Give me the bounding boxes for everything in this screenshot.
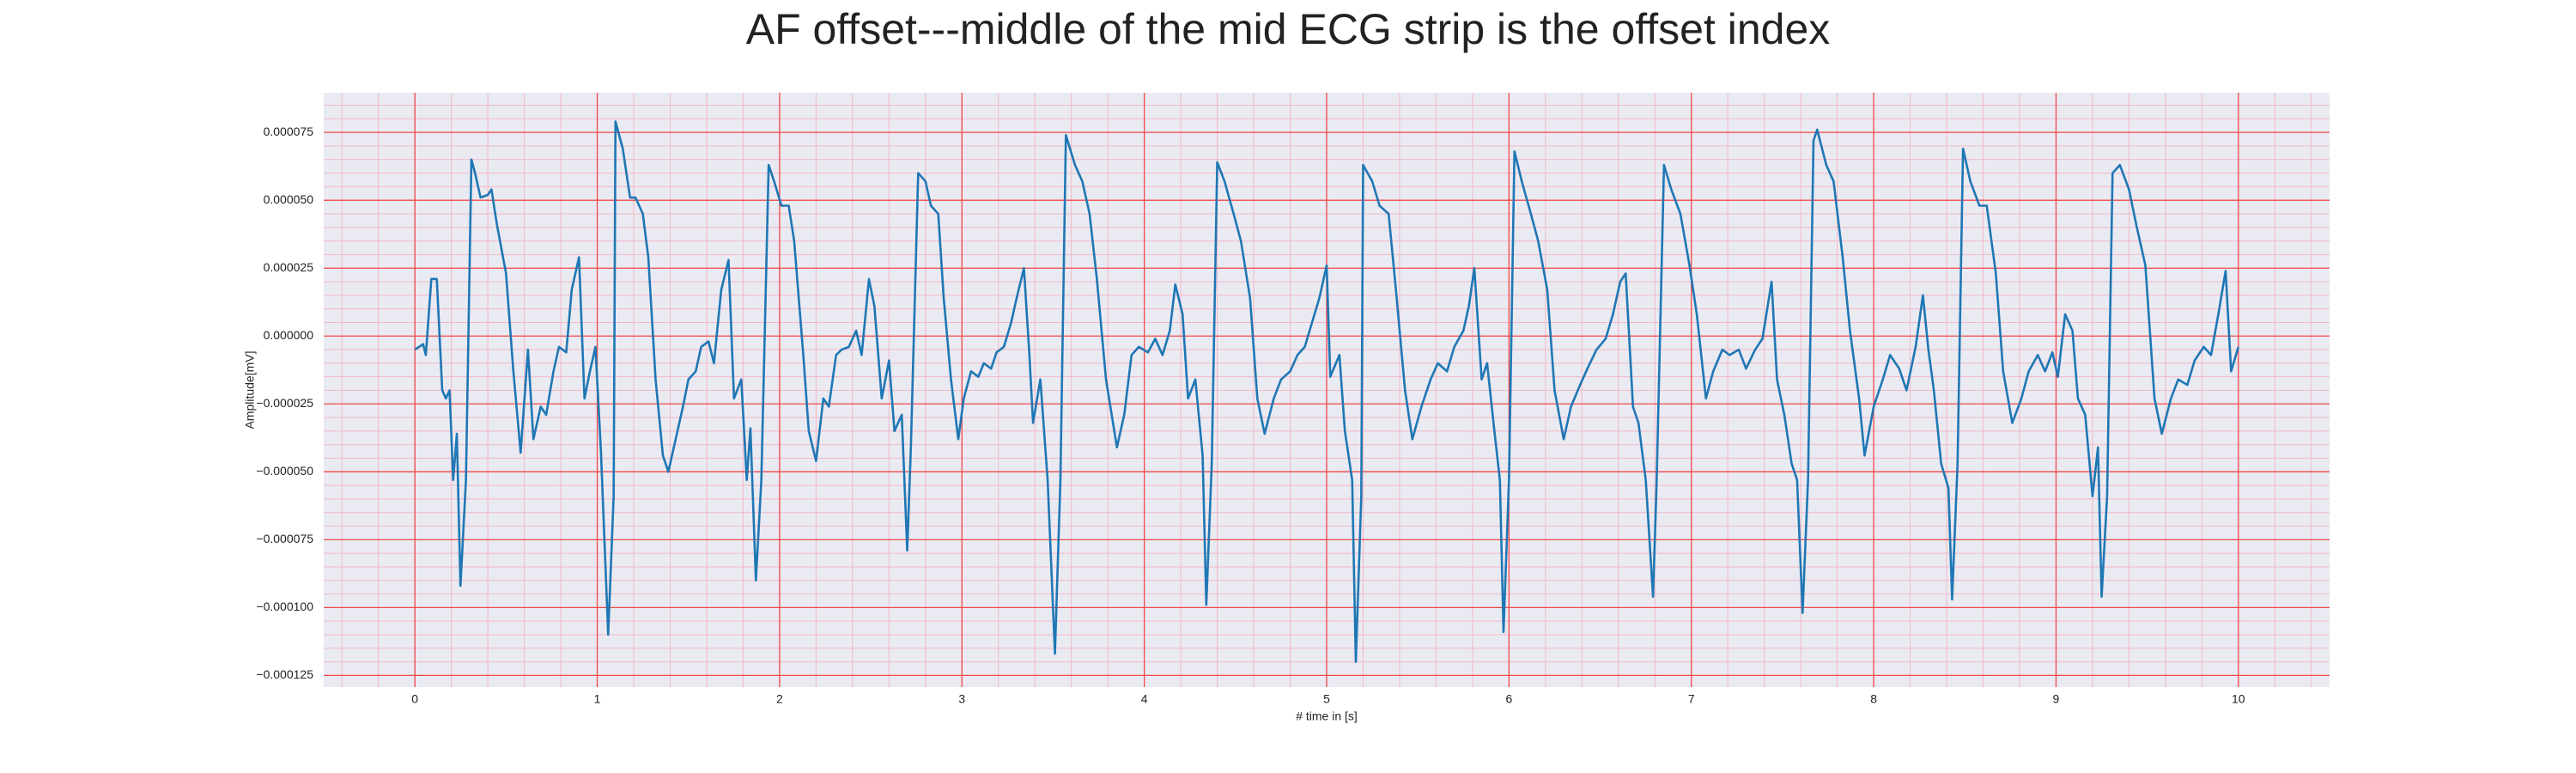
y-tick-label: −0.000050 [256,464,313,478]
x-tick-label: 10 [2232,692,2245,706]
x-tick-label: 2 [776,692,783,706]
x-tick-label: 6 [1505,692,1512,706]
ticks: 0 1 2 3 4 5 6 7 8 9 10 −0.000125 −0.000100 −0.000075 −… [256,125,2245,706]
x-tick-label: 3 [958,692,965,706]
x-tick-label: 4 [1141,692,1148,706]
x-tick-label: 7 [1688,692,1695,706]
x-tick-label: 0 [411,692,418,706]
x-tick-label: 8 [1870,692,1877,706]
x-tick-label: 5 [1323,692,1330,706]
y-tick-label: −0.000075 [256,532,313,545]
y-tick-label: 0.000000 [264,328,314,342]
y-tick-label: −0.000025 [256,396,313,410]
x-axis-label: # time in [s] [1296,709,1358,723]
x-tick-label: 9 [2053,692,2060,706]
y-axis-label: Amplitude[mV] [243,350,257,429]
x-tick-label: 1 [594,692,601,706]
y-tick-label: 0.000025 [264,260,314,274]
y-tick-label: −0.000125 [256,667,313,681]
y-tick-label: −0.000100 [256,600,313,613]
y-tick-label: 0.000050 [264,192,314,206]
ecg-line [414,120,2240,663]
lines [414,120,2240,663]
y-tick-label: 0.000075 [264,125,314,138]
chart-title: AF offset---middle of the mid ECG strip … [746,5,1831,53]
